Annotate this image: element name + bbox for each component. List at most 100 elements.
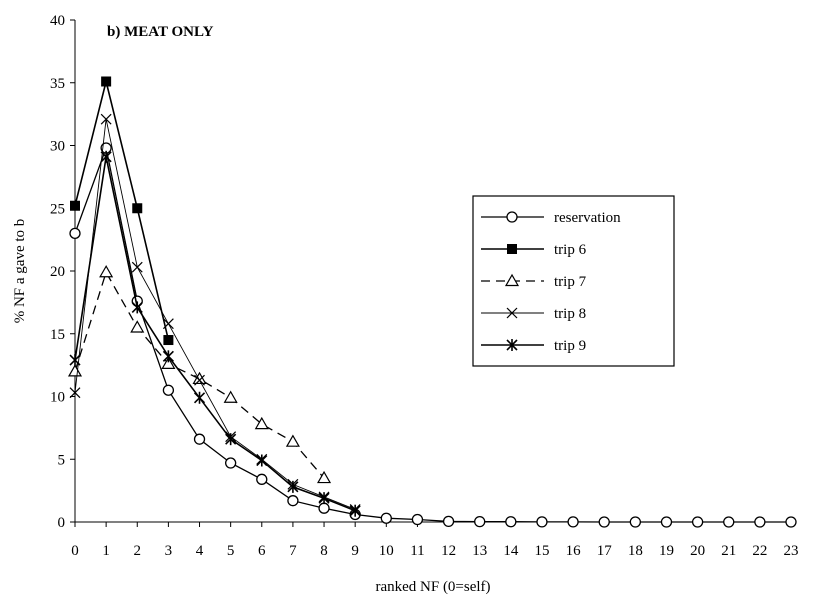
legend-item: trip 9 bbox=[481, 338, 586, 354]
series-trip-7 bbox=[67, 265, 332, 484]
data-point-square-filled bbox=[132, 203, 143, 214]
x-tick-label: 17 bbox=[597, 543, 613, 559]
legend-label: trip 8 bbox=[554, 306, 586, 322]
data-point-circle-open bbox=[754, 516, 766, 528]
series-trip-9 bbox=[69, 150, 361, 517]
y-tick-label: 40 bbox=[50, 13, 65, 29]
x-tick-label: 12 bbox=[441, 543, 456, 559]
legend-label: trip 9 bbox=[554, 338, 586, 354]
data-point-circle-open bbox=[193, 433, 206, 445]
data-point-x bbox=[162, 318, 174, 330]
series-line bbox=[74, 81, 170, 341]
x-tick-label: 4 bbox=[196, 543, 204, 559]
y-axis-label: % NF a gave to b bbox=[12, 219, 28, 324]
data-point-asterisk bbox=[256, 454, 268, 467]
y-tick-label: 5 bbox=[58, 452, 66, 468]
data-point-asterisk bbox=[225, 433, 237, 446]
x-tick-label: 1 bbox=[102, 543, 110, 559]
legend: reservation trip 6 trip 7 trip 8 trip 9 bbox=[472, 195, 675, 367]
legend-items: reservation trip 6 trip 7 trip 8 trip 9 bbox=[481, 210, 621, 354]
y-tick-label: 10 bbox=[50, 390, 65, 406]
x-tick-label: 5 bbox=[227, 543, 235, 559]
data-point-asterisk bbox=[69, 354, 81, 367]
data-point-circle-open bbox=[256, 473, 268, 485]
data-point-circle-open bbox=[691, 516, 704, 528]
x-tick-label: 22 bbox=[752, 543, 767, 559]
x-tick-label: 11 bbox=[410, 543, 424, 559]
y-tick-label: 0 bbox=[58, 515, 66, 531]
x-tick-label: 19 bbox=[659, 543, 674, 559]
data-point-x bbox=[131, 261, 143, 273]
x-ticks: 0 1 2 3 4 5 6 7 8 9 10 11 12 13 14 15 16 17 18 19 20 21 22 23 bbox=[71, 522, 799, 559]
x-tick-label: 7 bbox=[289, 543, 297, 559]
series-reservation bbox=[69, 142, 797, 528]
x-tick-label: 6 bbox=[258, 543, 266, 559]
y-tick-label: 15 bbox=[50, 327, 65, 343]
data-point-circle-open bbox=[225, 457, 237, 469]
legend-item: trip 7 bbox=[481, 273, 587, 290]
y-ticks: 0 5 10 15 20 25 30 35 40 bbox=[50, 13, 75, 531]
data-point-square-filled bbox=[101, 76, 112, 87]
x-tick-label: 18 bbox=[628, 543, 643, 559]
data-point-triangle-open bbox=[67, 364, 83, 377]
data-point-asterisk bbox=[349, 504, 361, 517]
y-tick-label: 20 bbox=[50, 264, 65, 280]
data-point-asterisk bbox=[162, 350, 174, 363]
series-line bbox=[74, 156, 356, 512]
data-point-circle-open bbox=[567, 516, 579, 528]
data-point-circle-open bbox=[411, 513, 424, 526]
data-point-circle-open bbox=[318, 502, 330, 514]
series-trip-8 bbox=[69, 113, 361, 515]
data-point-triangle-open bbox=[254, 416, 269, 430]
data-point-square-filled bbox=[163, 335, 174, 346]
series-trip-6 bbox=[70, 76, 174, 346]
data-point-triangle-open bbox=[161, 356, 176, 369]
x-tick-label: 8 bbox=[320, 543, 328, 559]
data-point-asterisk bbox=[287, 480, 299, 493]
data-point-triangle-open bbox=[130, 320, 145, 333]
data-point-circle-open bbox=[162, 384, 175, 396]
x-tick-label: 15 bbox=[534, 543, 549, 559]
data-point-circle-open bbox=[442, 515, 455, 528]
data-point-triangle-open bbox=[192, 371, 207, 385]
legend-item: trip 8 bbox=[481, 306, 586, 322]
data-point-circle-open bbox=[536, 516, 548, 528]
x-tick-label: 21 bbox=[721, 543, 736, 559]
series-line bbox=[74, 270, 325, 479]
series-line bbox=[74, 119, 356, 510]
data-point-circle-open bbox=[723, 516, 735, 528]
data-point-triangle-open bbox=[99, 265, 114, 278]
data-point-x bbox=[194, 374, 205, 386]
data-point-circle-open bbox=[380, 512, 392, 524]
x-tick-label: 14 bbox=[503, 543, 519, 559]
x-tick-label: 3 bbox=[165, 543, 173, 559]
data-point-square-filled bbox=[507, 244, 517, 254]
data-point-x bbox=[69, 387, 81, 399]
data-point-circle-open bbox=[660, 516, 673, 528]
y-tick-label: 35 bbox=[50, 76, 65, 92]
data-point-asterisk bbox=[100, 150, 112, 163]
y-tick-label: 30 bbox=[50, 139, 65, 155]
y-tick-label: 25 bbox=[50, 201, 65, 217]
series-layer bbox=[67, 76, 797, 528]
data-point-circle-open bbox=[505, 516, 517, 528]
x-tick-label: 2 bbox=[134, 543, 142, 559]
data-point-square-filled bbox=[70, 200, 80, 211]
data-point-circle-open bbox=[785, 516, 797, 528]
series-line bbox=[74, 145, 791, 523]
data-point-asterisk bbox=[131, 301, 143, 314]
data-point-x bbox=[506, 307, 518, 319]
legend-item: trip 6 bbox=[481, 242, 587, 258]
x-tick-label: 9 bbox=[351, 543, 359, 559]
data-point-circle-open bbox=[69, 227, 81, 240]
data-point-asterisk bbox=[193, 391, 206, 404]
x-tick-label: 13 bbox=[472, 543, 487, 559]
data-point-circle-open bbox=[474, 515, 486, 528]
data-point-circle-open bbox=[506, 211, 518, 223]
legend-label: reservation bbox=[554, 210, 621, 226]
x-tick-label: 10 bbox=[379, 543, 394, 559]
x-tick-label: 0 bbox=[71, 543, 79, 559]
data-point-triangle-open bbox=[504, 273, 520, 287]
data-point-triangle-open bbox=[285, 434, 300, 447]
